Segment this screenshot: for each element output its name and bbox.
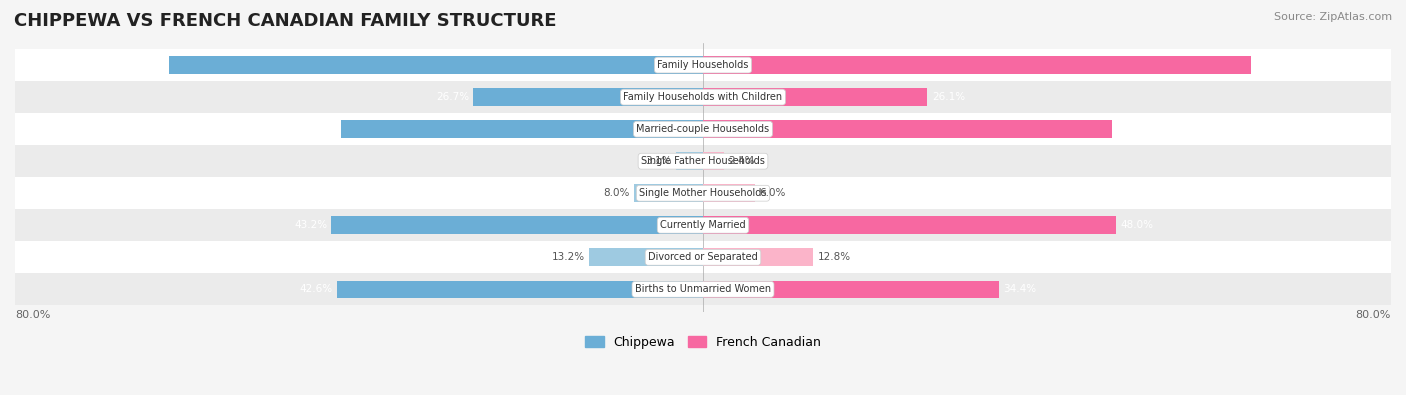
Text: Divorced or Separated: Divorced or Separated — [648, 252, 758, 262]
Bar — [589, 248, 703, 266]
Bar — [15, 177, 1391, 209]
Text: Currently Married: Currently Married — [661, 220, 745, 230]
Text: 42.1%: 42.1% — [304, 124, 336, 134]
Bar — [332, 216, 703, 234]
Legend: Chippewa, French Canadian: Chippewa, French Canadian — [579, 331, 827, 354]
Bar — [15, 113, 1391, 145]
Text: Family Households: Family Households — [658, 60, 748, 70]
Text: 48.0%: 48.0% — [1121, 220, 1153, 230]
Text: 3.1%: 3.1% — [645, 156, 672, 166]
Text: 12.8%: 12.8% — [817, 252, 851, 262]
Text: Source: ZipAtlas.com: Source: ZipAtlas.com — [1274, 12, 1392, 22]
Text: 42.6%: 42.6% — [299, 284, 332, 294]
Bar — [169, 56, 703, 74]
Text: 63.7%: 63.7% — [1256, 60, 1288, 70]
Text: Family Households with Children: Family Households with Children — [623, 92, 783, 102]
Bar — [703, 280, 998, 298]
Bar — [15, 49, 1391, 81]
Bar — [15, 81, 1391, 113]
Bar — [703, 248, 813, 266]
Bar — [15, 273, 1391, 305]
Bar — [340, 120, 703, 138]
Text: 26.7%: 26.7% — [436, 92, 470, 102]
Text: 2.4%: 2.4% — [728, 156, 755, 166]
Bar — [15, 241, 1391, 273]
Text: Single Mother Households: Single Mother Households — [640, 188, 766, 198]
Bar — [703, 56, 1251, 74]
Text: 47.5%: 47.5% — [1116, 124, 1149, 134]
Bar — [15, 145, 1391, 177]
Bar — [703, 120, 1112, 138]
Text: 80.0%: 80.0% — [15, 310, 51, 320]
Text: 6.0%: 6.0% — [759, 188, 786, 198]
Text: 34.4%: 34.4% — [1002, 284, 1036, 294]
Text: 80.0%: 80.0% — [1355, 310, 1391, 320]
Text: 8.0%: 8.0% — [603, 188, 630, 198]
Bar — [676, 152, 703, 170]
Bar — [703, 184, 755, 202]
Bar — [703, 216, 1116, 234]
Text: 26.1%: 26.1% — [932, 92, 965, 102]
Text: Married-couple Households: Married-couple Households — [637, 124, 769, 134]
Bar — [336, 280, 703, 298]
Text: 43.2%: 43.2% — [294, 220, 328, 230]
Text: 62.1%: 62.1% — [132, 60, 165, 70]
Text: CHIPPEWA VS FRENCH CANADIAN FAMILY STRUCTURE: CHIPPEWA VS FRENCH CANADIAN FAMILY STRUC… — [14, 12, 557, 30]
Text: Births to Unmarried Women: Births to Unmarried Women — [636, 284, 770, 294]
Bar — [474, 88, 703, 106]
Text: Single Father Households: Single Father Households — [641, 156, 765, 166]
Bar — [634, 184, 703, 202]
Bar — [15, 209, 1391, 241]
Bar — [703, 152, 724, 170]
Bar — [703, 88, 928, 106]
Text: 13.2%: 13.2% — [553, 252, 585, 262]
